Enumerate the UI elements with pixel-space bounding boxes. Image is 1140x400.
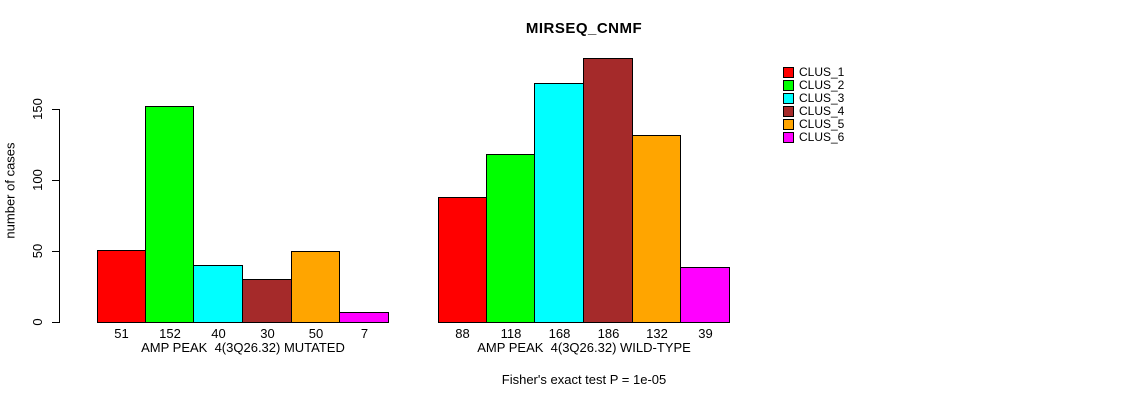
legend-label: CLUS_3 [799,91,845,105]
legend-label: CLUS_2 [799,78,845,92]
legend-swatch [783,119,794,130]
bar-mutated-clus-6 [339,312,389,323]
y-axis-tick [52,251,59,252]
bar-wild-type-clus-3 [534,83,584,323]
bar-value-label-wild-type: 88 [455,326,470,341]
bar-value-label-mutated: 152 [159,326,181,341]
bar-value-label-wild-type: 118 [500,326,522,341]
bar-value-label-wild-type: 39 [698,326,713,341]
y-axis-label: number of cases [2,142,18,239]
bar-mutated-clus-4 [242,279,292,323]
legend-swatch [783,93,794,104]
bar-value-label-mutated: 40 [211,326,226,341]
y-axis-tick [52,180,59,181]
bar-value-label-wild-type: 132 [646,326,668,341]
legend-item: CLUS_1 [783,66,844,79]
bar-mutated-clus-2 [145,106,194,323]
bar-wild-type-clus-1 [438,197,487,323]
bar-value-label-wild-type: 186 [597,326,620,341]
bar-value-label-mutated: 7 [360,326,369,341]
bar-value-label-mutated: 50 [308,326,324,341]
legend-label: CLUS_1 [799,65,845,79]
legend: CLUS_1 CLUS_2 CLUS_3 CLUS_4 CLUS_5 CLUS_6 [783,66,844,144]
y-axis-line [59,109,60,323]
bar-wild-type-clus-4 [583,58,633,323]
x-axis-label-mutated: AMP PEAK 4(3Q26.32) MUTATED [141,340,345,355]
legend-label: CLUS_6 [799,130,845,144]
bar-mutated-clus-3 [193,265,243,323]
y-axis-tick-label: 0 [30,318,45,326]
legend-item: CLUS_3 [783,92,844,105]
y-axis-tick-label: 150 [30,98,45,120]
legend-label: CLUS_5 [799,117,845,131]
legend-swatch [783,80,794,91]
y-axis-tick [52,322,59,323]
y-axis-tick [52,109,59,110]
bar-wild-type-clus-5 [632,135,681,323]
bar-value-label-mutated: 30 [260,326,275,341]
bar-wild-type-clus-6 [680,267,730,323]
bar-value-label-wild-type: 168 [548,326,571,341]
fisher-test-footnote: Fisher's exact test P = 1e-05 [501,372,667,387]
legend-swatch [783,106,794,117]
legend-item: CLUS_4 [783,105,844,118]
bar-wild-type-clus-2 [486,154,535,323]
legend-item: CLUS_5 [783,118,844,131]
y-axis-tick-label: 50 [30,243,45,259]
legend-swatch [783,132,794,143]
legend-item: CLUS_6 [783,131,844,144]
bar-value-label-mutated: 51 [114,326,129,341]
legend-item: CLUS_2 [783,79,844,92]
bar-mutated-clus-5 [291,251,340,323]
x-axis-label-wildtype: AMP PEAK 4(3Q26.32) WILD-TYPE [477,340,691,355]
legend-label: CLUS_4 [799,104,845,118]
legend-swatch [783,67,794,78]
y-axis-tick-label: 100 [30,169,45,191]
bar-mutated-clus-1 [97,250,146,323]
chart-title: MIRSEQ_CNMF [525,20,643,37]
